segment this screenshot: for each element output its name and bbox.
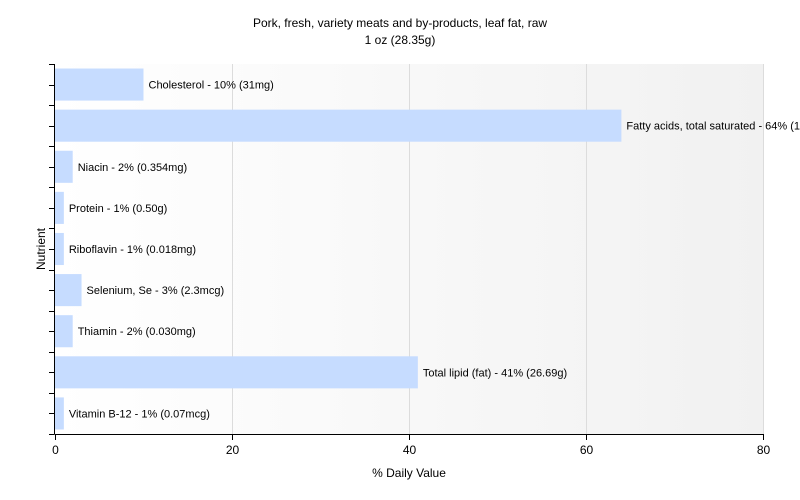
bars: Cholesterol - 10% (31mg) Fatty acids, tot…: [55, 68, 800, 430]
bar: [55, 315, 73, 348]
bar-label: Fatty acids, total saturated - 64% (12.8…: [626, 121, 800, 133]
x-tick-label: 80: [757, 443, 771, 457]
bar: [55, 109, 622, 142]
x-tick-label: 20: [226, 443, 240, 457]
bar: [55, 68, 144, 101]
bar: [55, 232, 64, 266]
bar-label: Thiamin - 2% (0.030mg): [78, 326, 196, 338]
bar-label: Protein - 1% (0.50g): [69, 203, 167, 215]
bar: [55, 150, 73, 183]
x-tick-label: 40: [403, 443, 417, 457]
x-tick-label: 0: [52, 443, 59, 457]
bar: [55, 397, 64, 430]
axes: 0 20 40 60 80: [49, 64, 770, 457]
bar-label: Selenium, Se - 3% (2.3mcg): [87, 285, 225, 297]
bar: [55, 274, 82, 307]
chart-title: Pork, fresh, variety meats and by-produc…: [253, 16, 547, 30]
bar-label: Vitamin B-12 - 1% (0.07mcg): [69, 408, 210, 420]
bar: [55, 356, 418, 389]
y-axis-label: Nutrient: [34, 227, 48, 270]
x-axis-label: % Daily Value: [372, 466, 446, 480]
chart-subtitle: 1 oz (28.35g): [365, 33, 436, 47]
bar: [55, 191, 64, 224]
bar-label: Niacin - 2% (0.354mg): [78, 162, 187, 174]
x-tick-label: 60: [580, 443, 594, 457]
bar-label: Total lipid (fat) - 41% (26.69g): [423, 367, 567, 379]
bar-label: Cholesterol - 10% (31mg): [149, 80, 274, 92]
bar-label: Riboflavin - 1% (0.018mg): [69, 244, 196, 256]
